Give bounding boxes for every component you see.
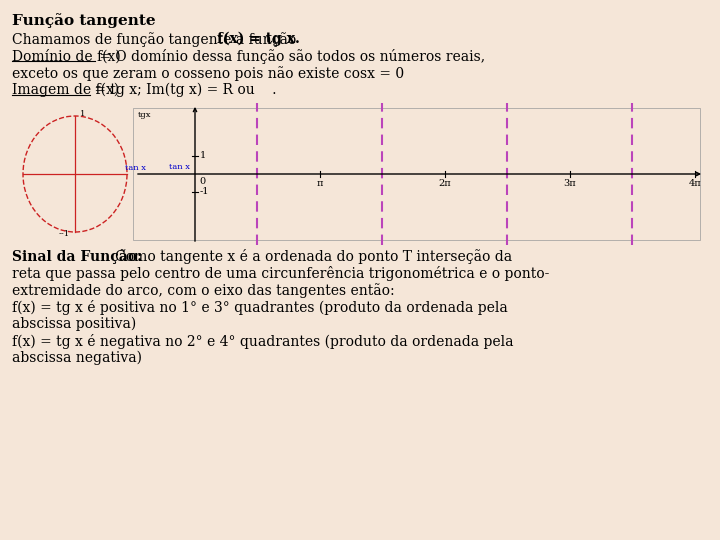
Text: Chamamos de função tangente a função: Chamamos de função tangente a função [12,32,301,47]
FancyBboxPatch shape [133,108,700,240]
Text: abscissa negativa): abscissa negativa) [12,351,142,366]
Text: abscissa positiva): abscissa positiva) [12,317,136,332]
Text: 4π: 4π [689,179,701,188]
Text: reta que passa pelo centro de uma circunferência trigonométrica e o ponto-: reta que passa pelo centro de uma circun… [12,266,549,281]
Text: Imagem de f(x): Imagem de f(x) [12,83,120,97]
Text: π: π [317,179,323,188]
Text: = tg x; Im(tg x) = R ou    .: = tg x; Im(tg x) = R ou . [90,83,276,97]
Text: tan x: tan x [125,164,146,172]
Text: = O domínio dessa função são todos os números reais,: = O domínio dessa função são todos os nú… [95,49,485,64]
Text: 3π: 3π [564,179,576,188]
Text: f(x) = tg x.: f(x) = tg x. [217,32,300,46]
Text: f(x) = tg x é positiva no 1° e 3° quadrantes (produto da ordenada pela: f(x) = tg x é positiva no 1° e 3° quadra… [12,300,508,315]
Text: extremidade do arco, com o eixo das tangentes então:: extremidade do arco, com o eixo das tang… [12,283,395,298]
Text: Função tangente: Função tangente [12,13,156,28]
Text: Sinal da Função:: Sinal da Função: [12,249,143,264]
Text: 2π: 2π [438,179,451,188]
Text: --1: --1 [59,230,70,238]
Text: tgx: tgx [138,111,151,119]
Text: 1: 1 [80,110,86,118]
Text: 1: 1 [200,152,206,160]
Text: Como tangente x é a ordenada do ponto T interseção da: Como tangente x é a ordenada do ponto T … [102,249,512,264]
Text: 0: 0 [199,177,205,186]
Text: Domínio de f(x): Domínio de f(x) [12,49,121,63]
Text: tan x: tan x [169,163,190,171]
Text: f(x) = tg x é negativa no 2° e 4° quadrantes (produto da ordenada pela: f(x) = tg x é negativa no 2° e 4° quadra… [12,334,513,349]
Text: exceto os que zeram o cosseno pois não existe cosx = 0: exceto os que zeram o cosseno pois não e… [12,66,404,81]
Text: -1: -1 [200,187,210,197]
